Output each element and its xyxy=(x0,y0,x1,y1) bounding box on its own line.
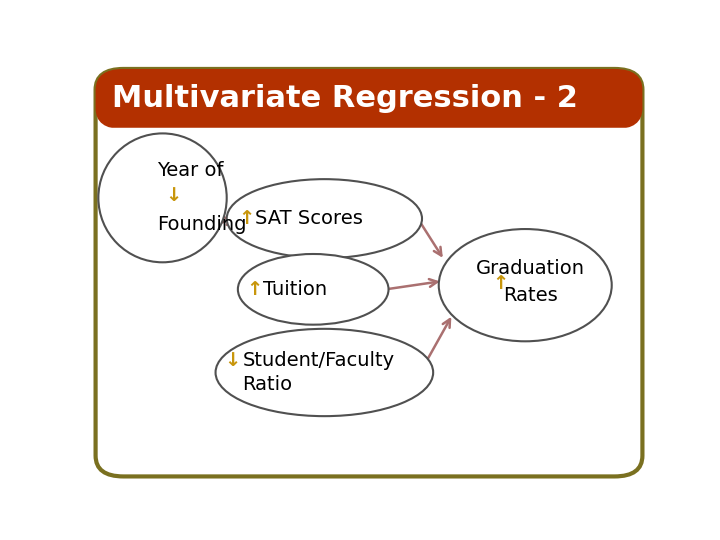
Text: ↑: ↑ xyxy=(238,209,254,228)
Text: SAT Scores: SAT Scores xyxy=(255,209,362,228)
Text: Ratio: Ratio xyxy=(243,375,292,394)
Ellipse shape xyxy=(99,133,227,262)
Text: Multivariate Regression - 2: Multivariate Regression - 2 xyxy=(112,84,578,113)
Ellipse shape xyxy=(238,254,389,325)
Ellipse shape xyxy=(215,329,433,416)
Text: ↑: ↑ xyxy=(492,274,508,293)
Text: Student/Faculty: Student/Faculty xyxy=(243,350,395,369)
Text: ↑: ↑ xyxy=(246,280,263,299)
Text: Graduation: Graduation xyxy=(477,259,585,278)
Text: Year of: Year of xyxy=(157,161,223,180)
Ellipse shape xyxy=(438,229,612,341)
Text: Rates: Rates xyxy=(503,286,558,305)
FancyBboxPatch shape xyxy=(96,69,642,476)
Text: Tuition: Tuition xyxy=(263,280,327,299)
Ellipse shape xyxy=(227,179,422,258)
FancyBboxPatch shape xyxy=(96,69,642,129)
Text: Founding: Founding xyxy=(157,215,246,234)
Text: ↓: ↓ xyxy=(224,350,240,369)
Text: ↓: ↓ xyxy=(166,186,182,205)
